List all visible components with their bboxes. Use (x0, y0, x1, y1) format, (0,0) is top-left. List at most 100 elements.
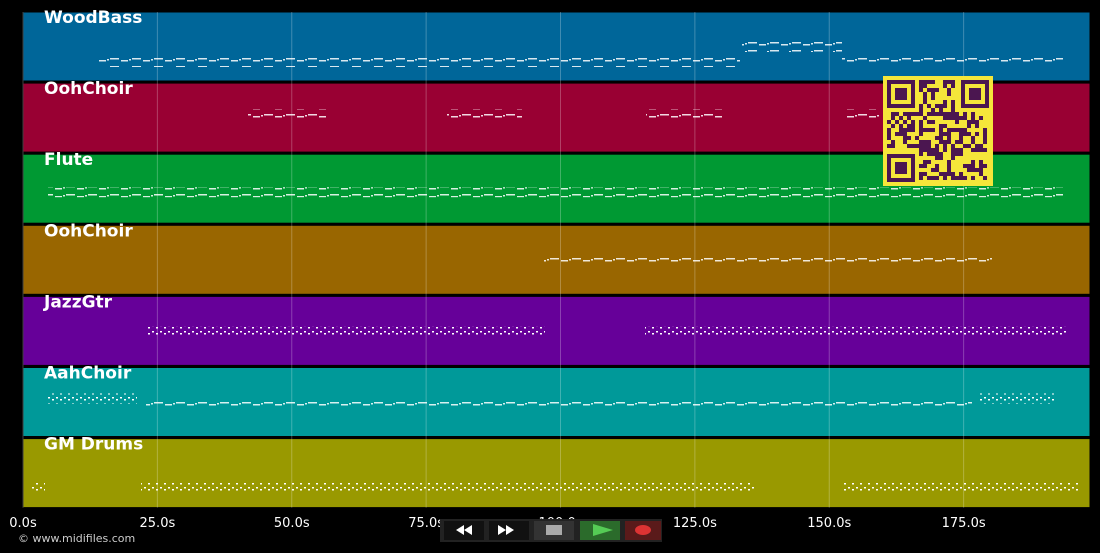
qr-module (899, 128, 903, 132)
qr-module (943, 148, 947, 152)
qr-module (931, 88, 935, 92)
qr-module (903, 140, 907, 144)
qr-module (923, 80, 927, 84)
qr-module (899, 132, 903, 136)
qr-module (887, 144, 891, 148)
qr-module (919, 112, 923, 116)
qr-module (983, 128, 987, 132)
qr-module (895, 132, 899, 136)
qr-module (903, 112, 907, 116)
note-trace (447, 109, 522, 120)
time-tick-label: 0.0s (9, 516, 37, 531)
note-trace (148, 326, 545, 337)
qr-module (927, 112, 931, 116)
note-trace (842, 482, 1080, 493)
qr-module (971, 140, 975, 144)
qr-module (979, 148, 983, 152)
note-trace (842, 54, 1063, 64)
qr-module (951, 172, 955, 176)
qr-module (947, 92, 951, 96)
qr-module (935, 168, 939, 172)
qr-module (927, 176, 931, 180)
qr-module (963, 144, 967, 148)
qr-module (967, 120, 971, 124)
track-name: WoodBass (44, 8, 142, 28)
qr-module (903, 136, 907, 140)
qr-module (971, 176, 975, 180)
qr-module (979, 160, 983, 164)
qr-module (951, 148, 955, 152)
qr-module (903, 132, 907, 136)
qr-module (899, 124, 903, 128)
qr-module (919, 84, 923, 88)
qr-module (939, 128, 943, 132)
qr-module (971, 168, 975, 172)
qr-module (975, 132, 979, 136)
qr-module (975, 124, 979, 128)
note-trace (141, 482, 756, 493)
qr-module (911, 144, 915, 148)
qr-finder (969, 88, 981, 100)
time-tick-label: 150.0s (807, 516, 851, 531)
qr-module (959, 140, 963, 144)
qr-module (931, 168, 935, 172)
qr-module (927, 152, 931, 156)
qr-module (923, 128, 927, 132)
qr-module (979, 164, 983, 168)
qr-module (983, 136, 987, 140)
qr-module (919, 172, 923, 176)
stop-button[interactable] (534, 521, 574, 540)
record-button[interactable] (625, 521, 661, 540)
qr-module (907, 144, 911, 148)
qr-module (959, 172, 963, 176)
qr-module (891, 144, 895, 148)
qr-module (975, 168, 979, 172)
qr-module (919, 144, 923, 148)
qr-module (939, 108, 943, 112)
qr-module (919, 148, 923, 152)
play-button[interactable] (580, 521, 620, 540)
qr-module (887, 132, 891, 136)
qr-module (971, 160, 975, 164)
qr-module (935, 164, 939, 168)
qr-module (887, 120, 891, 124)
qr-module (935, 176, 939, 180)
qr-module (891, 140, 895, 144)
qr-module (935, 88, 939, 92)
qr-module (943, 84, 947, 88)
qr-module (935, 136, 939, 140)
qr-module (971, 164, 975, 168)
qr-module (907, 124, 911, 128)
qr-module (931, 108, 935, 112)
qr-module (951, 116, 955, 120)
note-trace (146, 397, 972, 408)
qr-module (911, 120, 915, 124)
qr-module (895, 120, 899, 124)
player-controls (440, 519, 662, 542)
note-trace (47, 393, 137, 404)
qr-module (951, 100, 955, 104)
qr-finder (895, 88, 907, 100)
track-name: AahChoir (44, 364, 132, 384)
note-trace (248, 109, 327, 120)
qr-module (979, 144, 983, 148)
qr-module (975, 120, 979, 124)
qr-module (947, 116, 951, 120)
qr-module (947, 172, 951, 176)
qr-module (903, 128, 907, 132)
rewind-button[interactable] (444, 521, 484, 540)
qr-module (947, 140, 951, 144)
qr-module (919, 108, 923, 112)
qr-module (971, 112, 975, 116)
qr-module (935, 144, 939, 148)
qr-module (923, 160, 927, 164)
qr-module (943, 100, 947, 104)
fast-forward-button[interactable] (489, 521, 529, 540)
qr-module (939, 136, 943, 140)
qr-module (931, 176, 935, 180)
qr-module (963, 116, 967, 120)
qr-module (971, 120, 975, 124)
qr-module (943, 140, 947, 144)
